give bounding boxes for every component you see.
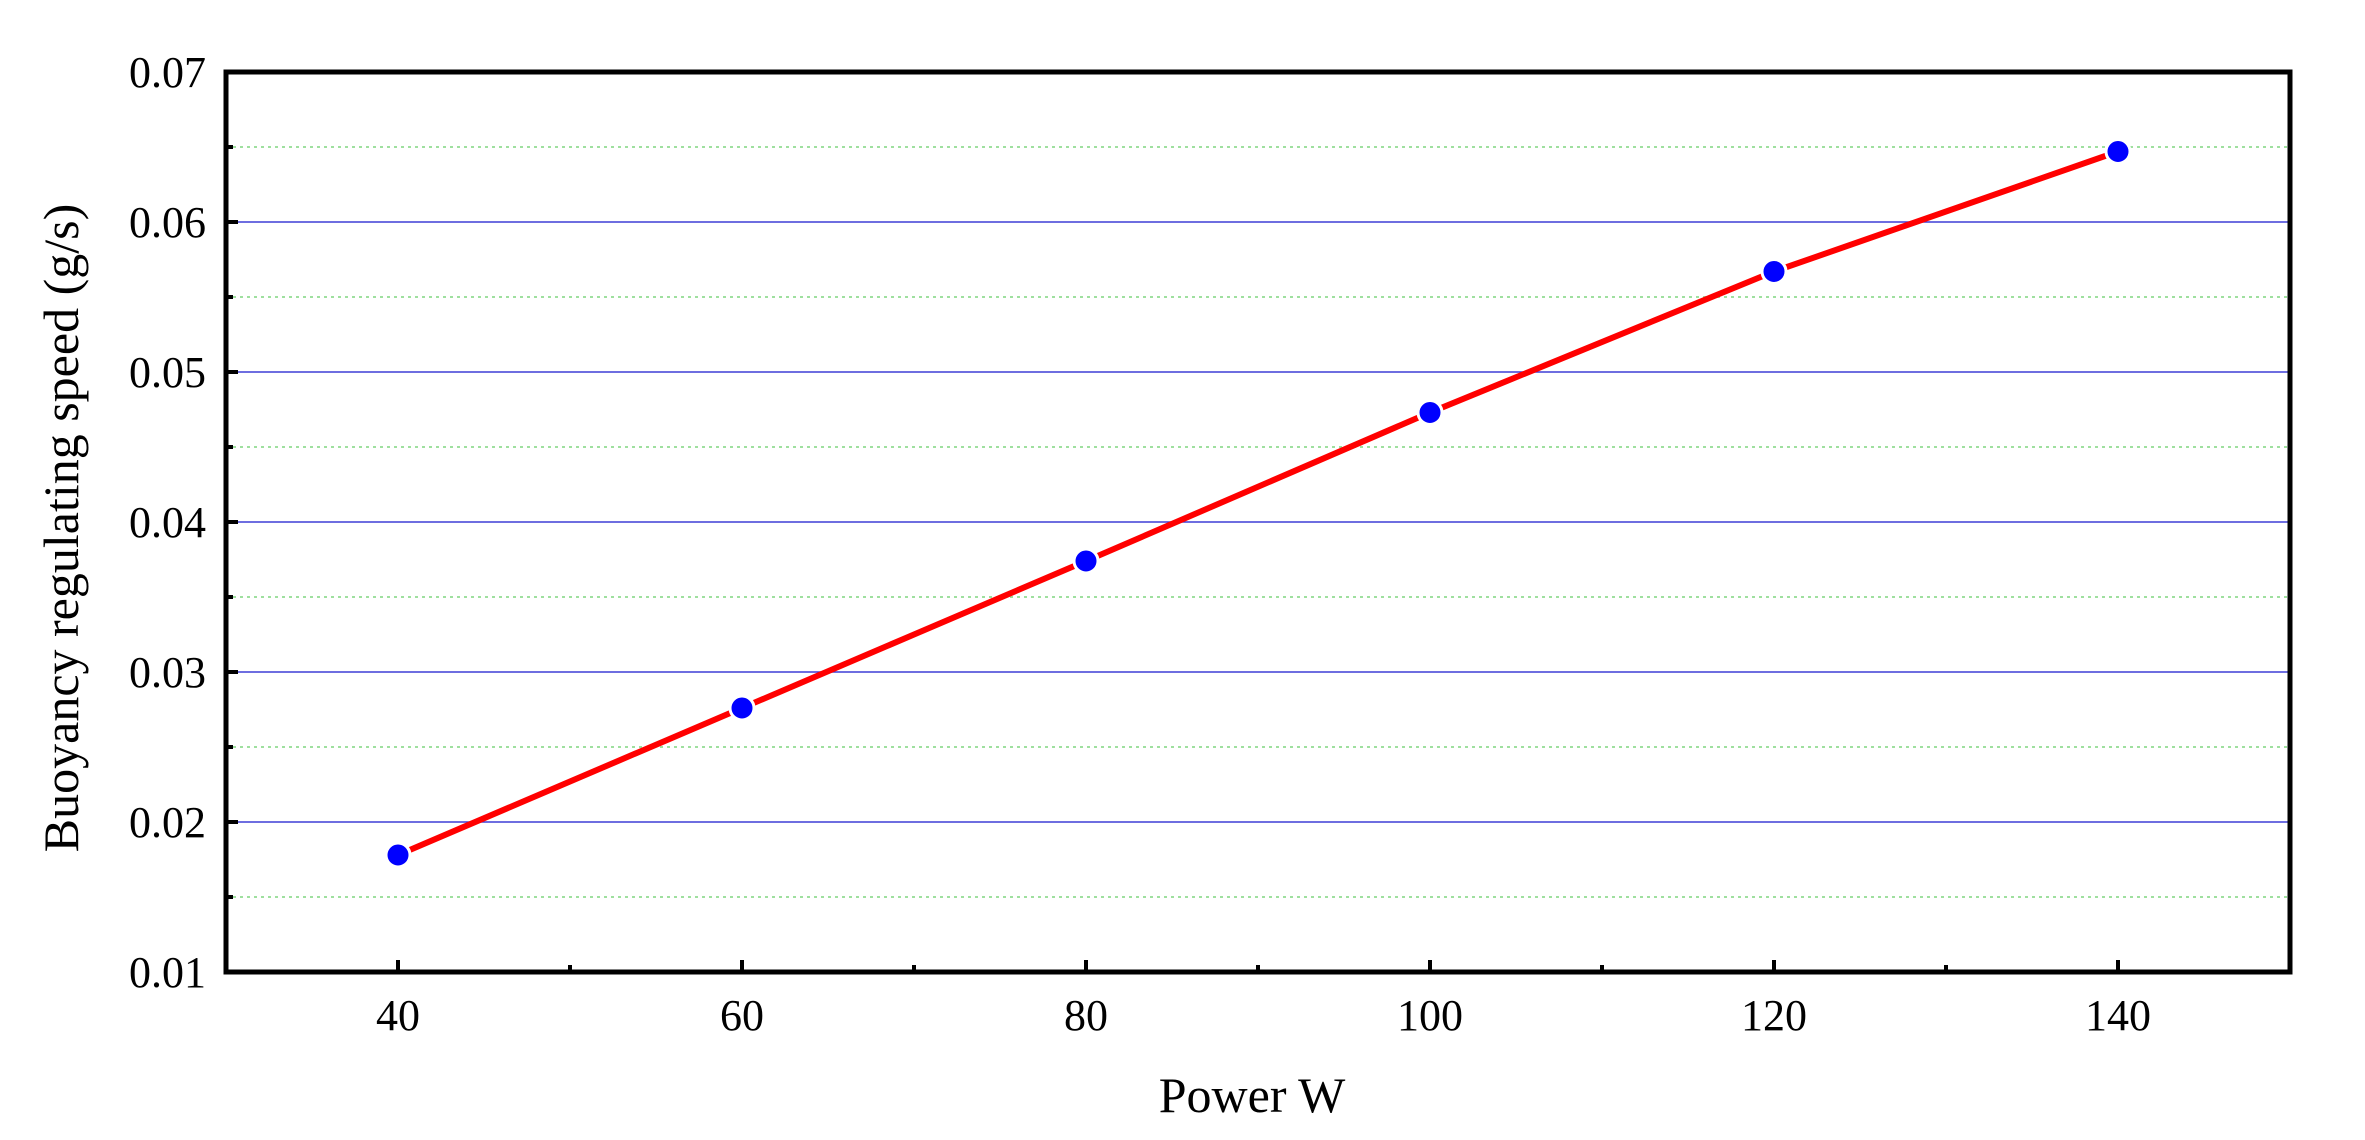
series-line: [396, 148, 2119, 858]
x-tick-label: 80: [1064, 991, 1108, 1040]
y-axis-title: Buoyancy regulating speed (g/s): [33, 204, 89, 852]
x-tick-label: 120: [1741, 991, 1807, 1040]
data-point: [384, 841, 412, 869]
y-tick-label: 0.03: [129, 648, 206, 697]
data-point: [1416, 399, 1444, 426]
tick-labels: 0.01 0.02 0.03 0.04 0.05 0.06 0.07 40 60 80 100 120…: [129, 48, 2151, 1040]
y-tick-label: 0.04: [129, 498, 206, 547]
data-point: [1760, 258, 1788, 285]
grid: [226, 146, 2290, 898]
data-point: [1072, 547, 1100, 575]
x-tick-label: 60: [720, 991, 764, 1040]
y-tick-label: 0.02: [129, 798, 206, 847]
axes: [223, 69, 2293, 975]
y-tick-label: 0.07: [129, 48, 206, 97]
y-tick-label: 0.06: [129, 198, 206, 247]
x-tick-label: 40: [376, 991, 420, 1040]
x-tick-label: 100: [1397, 991, 1463, 1040]
series-layer: [384, 138, 2132, 869]
y-tick-label: 0.01: [129, 948, 206, 997]
data-point: [2104, 138, 2132, 165]
data-point: [728, 694, 756, 722]
y-tick-label: 0.05: [129, 348, 206, 397]
x-tick-label: 140: [2085, 991, 2151, 1040]
x-axis-title: Power W: [1159, 1067, 1346, 1123]
